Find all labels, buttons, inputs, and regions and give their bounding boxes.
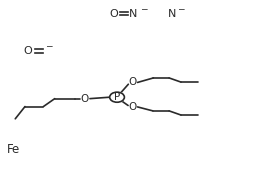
Text: Fe: Fe bbox=[7, 143, 21, 156]
Text: N: N bbox=[129, 8, 137, 19]
Text: O: O bbox=[109, 8, 118, 19]
Text: −: − bbox=[45, 41, 52, 50]
Text: O: O bbox=[24, 46, 32, 56]
Text: −: − bbox=[140, 4, 148, 13]
Text: P: P bbox=[114, 92, 120, 102]
Text: O: O bbox=[129, 102, 137, 112]
Text: N: N bbox=[168, 8, 177, 19]
Text: O: O bbox=[129, 77, 137, 87]
Text: −: − bbox=[177, 4, 185, 13]
Text: O: O bbox=[80, 94, 88, 104]
Circle shape bbox=[110, 92, 124, 102]
